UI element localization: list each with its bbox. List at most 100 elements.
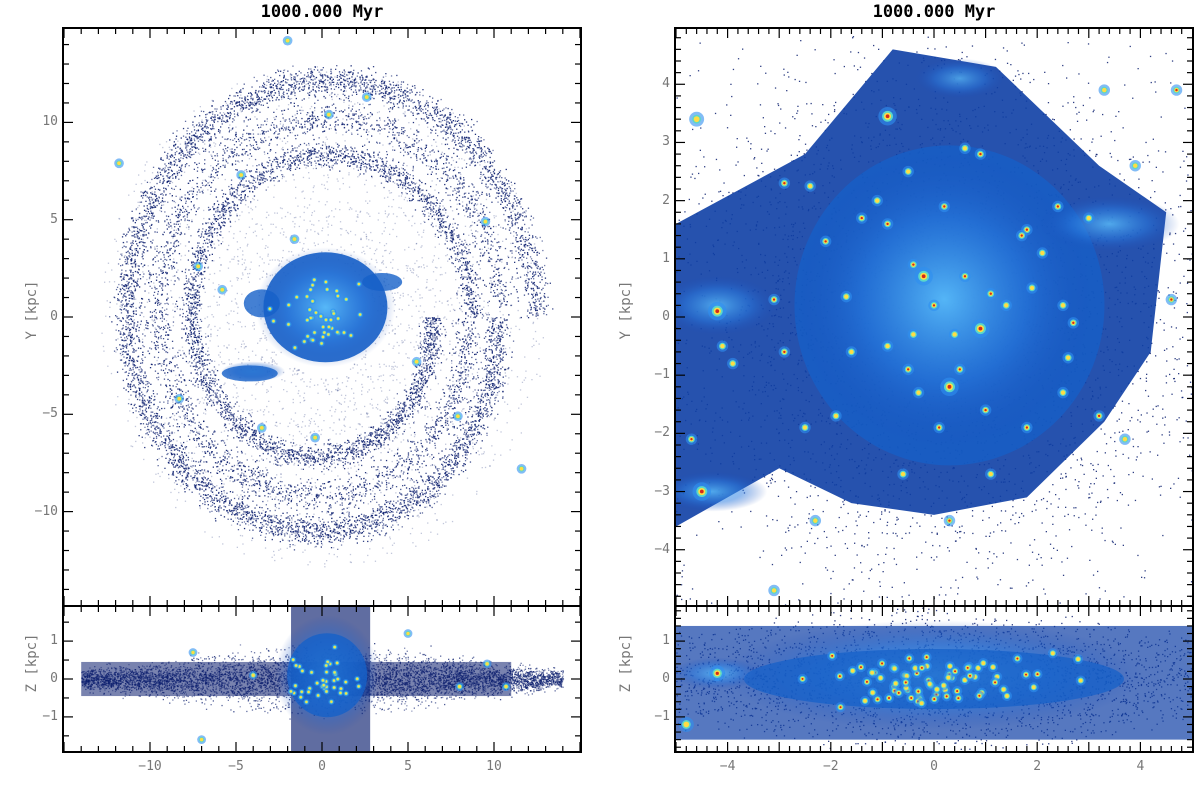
star-clump — [301, 338, 308, 345]
star-clump — [331, 644, 338, 651]
right-face-on-plot — [676, 29, 1192, 605]
star-clump — [310, 432, 320, 443]
star-clump — [314, 680, 321, 687]
star-clump — [323, 668, 330, 676]
star-clump — [1020, 669, 1032, 680]
star-clump — [685, 433, 698, 445]
y-tick-label: 1 — [662, 251, 670, 266]
star-clump — [834, 671, 845, 682]
y-tick-label: 10 — [42, 114, 58, 129]
axis-ticks — [64, 29, 580, 605]
star-clump — [322, 278, 329, 286]
star-clump — [1001, 690, 1013, 702]
left-title: 1000.000 Myr — [62, 2, 582, 22]
star-clump — [716, 340, 729, 352]
gas-blob — [794, 149, 1095, 450]
star-clump — [943, 514, 956, 527]
star-clump — [987, 662, 999, 673]
star-clump — [921, 652, 932, 663]
star-clump — [900, 677, 911, 688]
star-clump — [331, 684, 338, 691]
star-clump — [1052, 200, 1064, 213]
star-clump — [978, 658, 989, 669]
star-clump — [340, 329, 348, 336]
star-clump — [914, 267, 933, 286]
star-clump — [304, 317, 311, 324]
star-clump — [320, 682, 327, 689]
star-clump — [289, 234, 300, 245]
star-clump — [322, 316, 330, 323]
star-clump — [327, 316, 334, 324]
axis-ticks — [64, 607, 580, 751]
star-clump — [333, 287, 340, 295]
star-clump — [453, 411, 463, 422]
star-clump — [248, 670, 258, 680]
star-clump — [307, 286, 314, 293]
right-y-axis-label: Y [kpc] — [618, 280, 634, 340]
star-clump — [308, 669, 315, 676]
star-clump — [709, 665, 726, 682]
star-clump — [845, 346, 858, 358]
star-clump — [855, 662, 867, 673]
right-edge-on-plot — [676, 607, 1192, 751]
star-clump — [501, 682, 511, 691]
star-clump — [1021, 421, 1033, 434]
x-tick-label: 4 — [1120, 759, 1160, 774]
star-clump — [1036, 247, 1049, 259]
star-clump — [971, 319, 990, 338]
star-clump — [959, 270, 971, 282]
star-clump — [861, 676, 873, 687]
star-clump — [1075, 675, 1086, 686]
left-edge-on-panel — [62, 605, 582, 753]
gas-blob — [914, 58, 1005, 99]
star-clump — [907, 258, 920, 271]
star-clump — [193, 261, 203, 272]
y-tick-label: −1 — [654, 709, 670, 724]
star-clump — [197, 735, 207, 745]
star-clump — [303, 293, 311, 300]
star-clump — [768, 584, 780, 597]
x-tick-label: 5 — [388, 759, 428, 774]
star-clump — [985, 468, 997, 480]
star-clump — [902, 363, 914, 376]
star-clump — [902, 165, 914, 178]
star-clump — [872, 694, 883, 705]
star-clump — [941, 691, 952, 702]
star-clump — [797, 673, 808, 684]
star-clump — [317, 313, 324, 320]
right-face-on-panel — [674, 27, 1194, 607]
star-clump — [835, 702, 846, 713]
star-clump — [312, 309, 320, 316]
star-clump — [1057, 386, 1069, 399]
star-clump — [1093, 410, 1105, 422]
star-clump — [516, 463, 527, 474]
star-clump — [355, 280, 362, 288]
star-clump — [827, 650, 838, 661]
star-clump — [343, 296, 350, 303]
star-clump — [1026, 282, 1038, 294]
star-clump — [343, 690, 350, 697]
star-clump — [323, 688, 330, 695]
left-face-on-panel — [62, 27, 582, 607]
star-clump — [337, 689, 344, 697]
x-tick-label: 0 — [914, 759, 954, 774]
y-tick-label: −4 — [654, 542, 670, 557]
star-clump — [311, 276, 318, 283]
y-tick-label: 5 — [50, 212, 58, 227]
star-clump — [881, 218, 894, 230]
right-z-axis-label: Z [kpc] — [618, 633, 634, 693]
star-clump — [1062, 352, 1074, 364]
star-clump — [292, 682, 299, 689]
star-clump — [962, 662, 973, 673]
star-clump — [328, 698, 335, 705]
star-clump — [1073, 654, 1084, 665]
star-clump — [847, 665, 858, 676]
star-clump — [1047, 648, 1058, 659]
star-clump — [912, 386, 925, 399]
star-clump — [303, 698, 310, 706]
left-y-axis-label: Y [kpc] — [24, 280, 40, 340]
star-clump — [1165, 293, 1178, 306]
star-clump — [299, 667, 306, 675]
star-clump — [309, 298, 316, 305]
star-clump — [354, 675, 361, 682]
